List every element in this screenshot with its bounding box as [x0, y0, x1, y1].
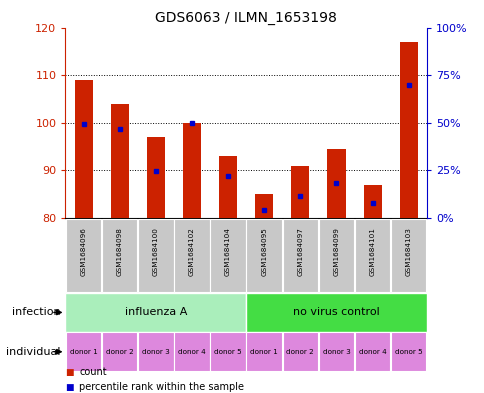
- Bar: [219, 156, 237, 218]
- Text: donor 1: donor 1: [70, 349, 97, 355]
- Bar: [354, 219, 390, 292]
- Text: GSM1684098: GSM1684098: [117, 227, 122, 276]
- Text: ■: ■: [65, 383, 74, 391]
- Bar: [318, 219, 353, 292]
- Bar: [174, 332, 209, 371]
- Bar: [65, 293, 245, 332]
- Text: individual: individual: [6, 347, 60, 357]
- Bar: [390, 219, 425, 292]
- Bar: [210, 219, 245, 292]
- Text: no virus control: no virus control: [292, 307, 379, 318]
- Text: GSM1684097: GSM1684097: [297, 227, 302, 276]
- Bar: [147, 137, 165, 218]
- Bar: [282, 332, 318, 371]
- Bar: [182, 123, 200, 218]
- Bar: [102, 332, 137, 371]
- Text: donor 2: donor 2: [286, 349, 314, 355]
- Bar: [110, 104, 128, 218]
- Bar: [75, 80, 92, 218]
- Bar: [363, 185, 381, 218]
- Text: donor 5: donor 5: [214, 349, 242, 355]
- Bar: [138, 332, 173, 371]
- Text: donor 1: donor 1: [250, 349, 277, 355]
- Bar: [291, 166, 309, 218]
- Text: donor 3: donor 3: [322, 349, 349, 355]
- Text: ■: ■: [65, 368, 74, 376]
- Text: infection: infection: [12, 307, 61, 318]
- Bar: [390, 332, 425, 371]
- Text: GSM1684096: GSM1684096: [80, 227, 86, 276]
- Title: GDS6063 / ILMN_1653198: GDS6063 / ILMN_1653198: [155, 11, 336, 25]
- Bar: [282, 219, 318, 292]
- Bar: [246, 219, 281, 292]
- Bar: [138, 219, 173, 292]
- Bar: [327, 149, 345, 218]
- Bar: [66, 219, 101, 292]
- Text: GSM1684095: GSM1684095: [261, 227, 267, 276]
- Text: GSM1684101: GSM1684101: [369, 227, 375, 276]
- Bar: [255, 194, 272, 218]
- Bar: [174, 219, 209, 292]
- Bar: [66, 332, 101, 371]
- Bar: [318, 332, 353, 371]
- Text: GSM1684100: GSM1684100: [152, 227, 158, 276]
- Bar: [245, 293, 426, 332]
- Text: count: count: [79, 367, 106, 377]
- Text: GSM1684102: GSM1684102: [189, 227, 195, 276]
- Text: donor 2: donor 2: [106, 349, 133, 355]
- Text: donor 3: donor 3: [142, 349, 169, 355]
- Bar: [246, 332, 281, 371]
- Bar: [354, 332, 390, 371]
- Text: GSM1684103: GSM1684103: [405, 227, 411, 276]
- Bar: [102, 219, 137, 292]
- Text: GSM1684099: GSM1684099: [333, 227, 339, 276]
- Text: influenza A: influenza A: [124, 307, 187, 318]
- Text: donor 4: donor 4: [178, 349, 205, 355]
- Bar: [399, 42, 417, 218]
- Text: donor 5: donor 5: [394, 349, 422, 355]
- Bar: [210, 332, 245, 371]
- Text: donor 4: donor 4: [358, 349, 386, 355]
- Text: GSM1684104: GSM1684104: [225, 227, 230, 276]
- Text: percentile rank within the sample: percentile rank within the sample: [79, 382, 243, 392]
